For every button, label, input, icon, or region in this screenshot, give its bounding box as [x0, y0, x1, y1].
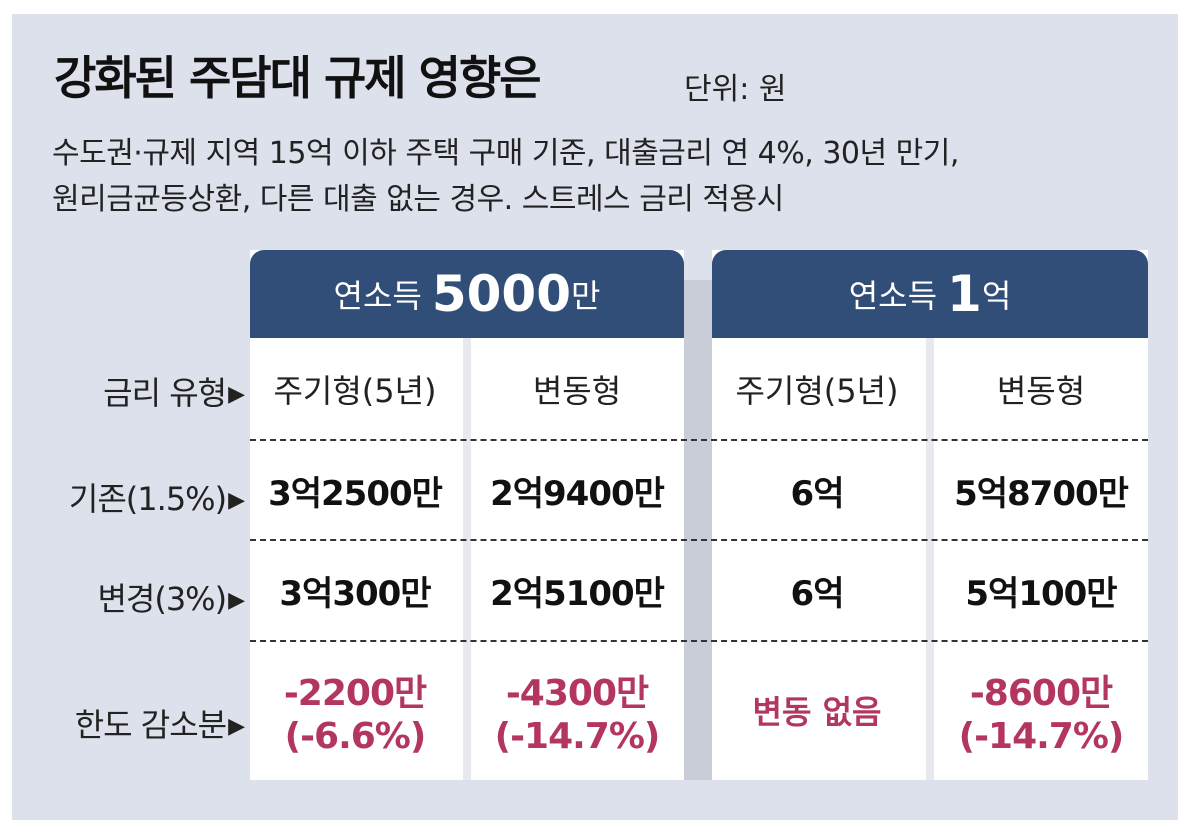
reduction-cell: -2200만 (-6.6%) — [250, 642, 460, 778]
group-amount-suffix: 만 — [571, 277, 601, 315]
row-label-rate-type: 금리 유형▶ — [103, 374, 245, 412]
rate-type-cell: 주기형(5년) — [273, 372, 437, 410]
reduction-percent: (-14.7%) — [958, 715, 1125, 757]
arrow-right-icon: ▶ — [228, 714, 245, 739]
group-header-5000: 연소득 5000 만 — [250, 250, 684, 338]
income-1eok-block: 연소득 1 억 주기형(5년) 변동형 6억 5억8700만 6억 5억100만… — [712, 250, 1148, 780]
arrow-right-icon: ▶ — [228, 488, 245, 513]
group-label: 연소득 — [333, 277, 422, 315]
group-amount-suffix: 억 — [981, 277, 1012, 315]
current-limit-cell: 2억9400만 — [490, 473, 665, 514]
reduction-percent: (-6.6%) — [284, 715, 427, 757]
row-label-current: 기존(1.5%)▶ — [68, 480, 245, 518]
reduction-amount: -2200만 — [283, 672, 427, 714]
current-limit-cell: 6억 — [790, 473, 845, 514]
group-amount: 5000 — [431, 265, 572, 323]
condition-line-2: 원리금균등상환, 다른 대출 없는 경우. 스트레스 금리 적용시 — [52, 182, 784, 217]
current-limit-cell: 5억8700만 — [954, 473, 1129, 514]
income-5000-block: 연소득 5000 만 주기형(5년) 변동형 3억2500만 2억9400만 3… — [250, 250, 684, 780]
row-divider — [250, 439, 1148, 441]
group-amount: 1 — [947, 265, 982, 323]
chart-title: 강화된 주담대 규제 영향은 — [54, 51, 542, 105]
rate-type-cell: 변동형 — [996, 372, 1086, 410]
current-limit-cell: 3억2500만 — [268, 473, 443, 514]
reduction-cell: 변동 없음 — [712, 642, 922, 778]
group-label: 연소득 — [848, 277, 938, 315]
reduction-cell: -8600만 (-14.7%) — [936, 642, 1146, 778]
row-label-changed: 변경(3%)▶ — [97, 580, 245, 618]
changed-limit-cell: 3억300만 — [279, 573, 431, 614]
row-divider — [250, 539, 1148, 541]
column-separator — [463, 338, 471, 780]
changed-limit-cell: 2억5100만 — [490, 573, 665, 614]
reduction-percent: (-14.7%) — [494, 715, 661, 757]
rate-type-cell: 주기형(5년) — [735, 372, 899, 410]
group-header-1eok: 연소득 1 억 — [712, 250, 1148, 338]
row-divider — [250, 640, 1148, 642]
unit-label: 단위: 원 — [684, 72, 787, 107]
rate-type-cell: 변동형 — [532, 372, 622, 410]
changed-limit-cell: 6억 — [790, 573, 845, 614]
column-separator — [926, 338, 934, 780]
reduction-amount: 변동 없음 — [752, 693, 882, 731]
arrow-right-icon: ▶ — [228, 382, 245, 407]
arrow-right-icon: ▶ — [228, 588, 245, 613]
changed-limit-cell: 5억100만 — [965, 573, 1117, 614]
reduction-cell: -4300만 (-14.7%) — [472, 642, 682, 778]
infographic: 강화된 주담대 규제 영향은 단위: 원 수도권·규제 지역 15억 이하 주택… — [12, 14, 1178, 820]
reduction-amount: -4300만 — [505, 672, 649, 714]
condition-line-1: 수도권·규제 지역 15억 이하 주택 구매 기준, 대출금리 연 4%, 30… — [52, 136, 959, 171]
row-label-reduction: 한도 감소분▶ — [74, 706, 245, 744]
block-divider — [684, 280, 714, 780]
reduction-amount: -8600만 — [969, 672, 1113, 714]
